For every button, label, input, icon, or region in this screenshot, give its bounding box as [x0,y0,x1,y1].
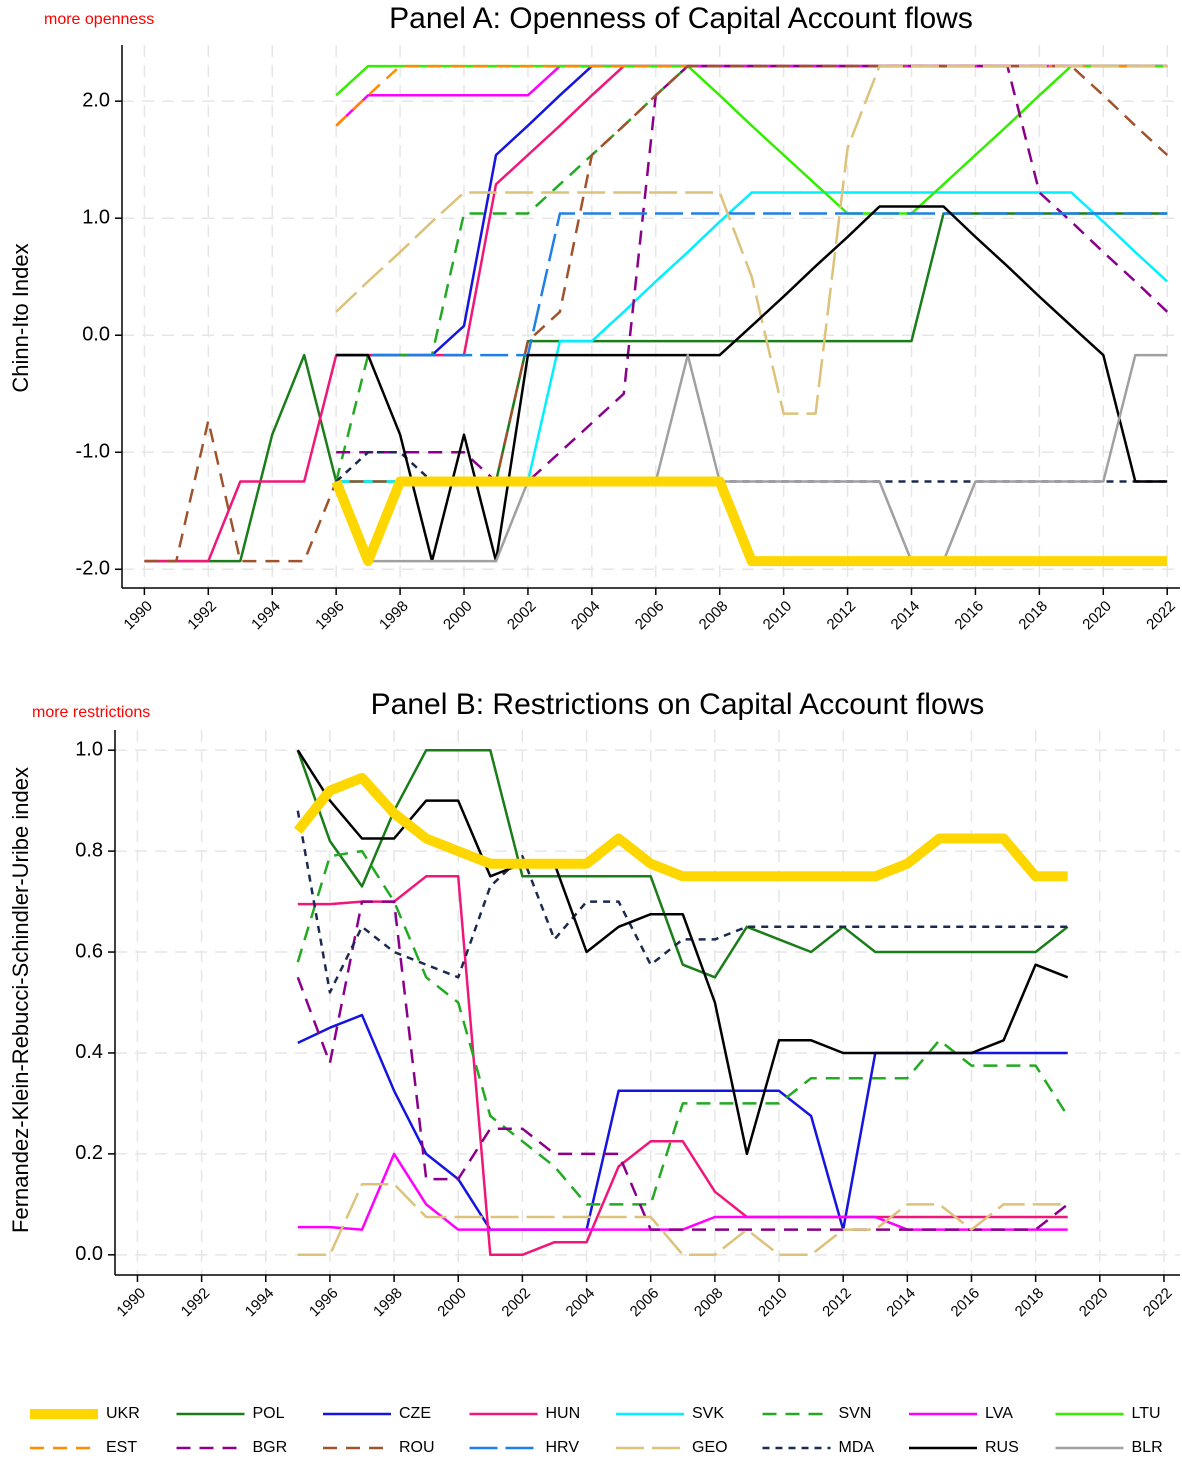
series-line [336,212,1168,357]
x-tick-label: 2002 [504,598,540,634]
x-tick-label: 2008 [696,598,732,634]
plot-lines [293,748,1069,1257]
x-tick-label: 2010 [755,1285,791,1321]
y-tick-label: 2.0 [82,89,110,111]
series-line [293,772,1068,882]
legend-label: UKR [106,1405,140,1422]
x-tick-label: 2006 [627,1285,663,1321]
x-tick-label: 2012 [824,598,860,634]
legend-label: SVK [692,1405,724,1422]
series-line [335,64,1168,127]
plot-lines [144,64,1169,567]
x-tick-label: 2020 [1076,1285,1112,1321]
y-tick-label: 0.2 [75,1142,103,1164]
y-axis-label: Chinn-Ito Index [8,243,33,392]
series-line [334,64,1168,482]
series-line [368,353,1168,563]
x-tick-label: 2012 [819,1285,855,1321]
x-tick-label: 2014 [883,1285,919,1321]
y-tick-label: 0.0 [75,1243,103,1265]
series-line [336,64,1168,357]
x-tick-label: 1996 [306,1285,342,1321]
series-line [331,476,1168,567]
series-line [296,900,1069,1231]
x-tick-label: 2000 [434,1285,470,1321]
x-tick-label: 2000 [440,598,476,634]
y-tick-label: -1.0 [76,441,110,463]
x-tick-label: 2022 [1143,598,1179,634]
x-tick-label: 2006 [632,598,668,634]
series-line [336,64,1169,483]
legend-label: RUS [985,1439,1019,1456]
series-line [297,1013,1068,1231]
legend-label: GEO [692,1439,728,1456]
x-tick-label: 2016 [951,598,987,634]
series-line [296,749,1069,1156]
series-line [336,205,1168,563]
legend-label: BLR [1132,1439,1163,1456]
x-tick-label: 2018 [1015,598,1051,634]
series-line [296,849,1069,1206]
x-tick-label: 2008 [691,1285,727,1321]
x-tick-label: 1992 [184,598,220,634]
y-tick-label: 0.0 [82,324,110,346]
series-line [296,748,1069,979]
x-tick-label: 2004 [563,1285,599,1321]
y-tick-label: 1.0 [82,206,110,228]
legend-label: LTU [1132,1405,1161,1422]
chart-title: Panel B: Restrictions on Capital Account… [371,688,985,721]
x-tick-label: 2002 [498,1285,534,1321]
x-tick-label: 2004 [568,598,604,634]
x-tick-label: 2014 [888,598,924,634]
legend-label: LVA [985,1405,1013,1422]
x-tick-label: 1998 [370,1285,406,1321]
legend-label: BGR [253,1439,288,1456]
series-line [335,64,1168,415]
legend-label: POL [253,1405,285,1422]
series-line [336,191,1169,483]
legend-label: MDA [839,1439,875,1456]
legend-label: HRV [546,1439,580,1456]
chart-title: Panel A: Openness of Capital Account flo… [389,2,973,35]
x-tick-label: 1992 [178,1285,214,1321]
x-tick-label: 2016 [948,1285,984,1321]
legend-label: CZE [399,1405,431,1422]
y-tick-label: 0.4 [75,1041,103,1063]
x-tick-label: 1994 [242,1285,278,1321]
legend-label: SVN [839,1405,872,1422]
x-tick-label: 2018 [1012,1285,1048,1321]
annotation: more restrictions [32,704,150,721]
y-tick-label: 0.6 [75,940,103,962]
legend-label: EST [106,1439,137,1456]
x-tick-label: 1998 [376,598,412,634]
x-tick-label: 2020 [1079,598,1115,634]
annotation: more openness [44,11,154,28]
legend-label: HUN [546,1405,581,1422]
series-line [297,1182,1068,1257]
x-tick-label: 1996 [312,598,348,634]
x-tick-label: 1990 [120,598,156,634]
x-tick-label: 2022 [1140,1285,1176,1321]
y-tick-label: 1.0 [75,738,103,760]
y-tick-label: -2.0 [76,558,110,580]
series-line [297,875,1068,1257]
x-tick-label: 1994 [248,598,284,634]
x-tick-label: 2010 [760,598,796,634]
y-tick-label: 0.8 [75,839,103,861]
legend-label: ROU [399,1439,435,1456]
y-axis-label: Fernandez-Klein-Rebucci-Schindler-Uribe … [8,767,33,1233]
x-tick-label: 1990 [113,1285,149,1321]
